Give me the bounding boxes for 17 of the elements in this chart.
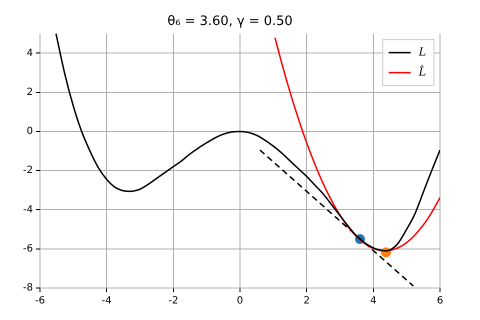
y-tick-label: 2 [26, 86, 33, 98]
y-tick-label: -8 [22, 282, 33, 294]
legend-label: L̂ [418, 64, 426, 78]
x-tick-label: -6 [34, 296, 45, 307]
legend-label: L [418, 45, 426, 58]
y-tick-label: -2 [22, 165, 33, 176]
y-tick-label: -6 [22, 243, 33, 254]
x-tick-label: 2 [303, 296, 310, 307]
x-tick-label: 4 [370, 296, 377, 307]
y-tick-label: 0 [26, 126, 33, 138]
x-tick-label: -2 [168, 296, 178, 307]
x-tick-label: 0 [236, 296, 244, 307]
x-tick-label: 6 [436, 296, 444, 307]
chart-title: θ₆ = 3.60, γ = 0.50 [167, 14, 293, 30]
x-tick-label: -4 [102, 296, 112, 307]
y-tick-label: -4 [22, 204, 33, 216]
y-tick-label: 4 [26, 48, 33, 59]
